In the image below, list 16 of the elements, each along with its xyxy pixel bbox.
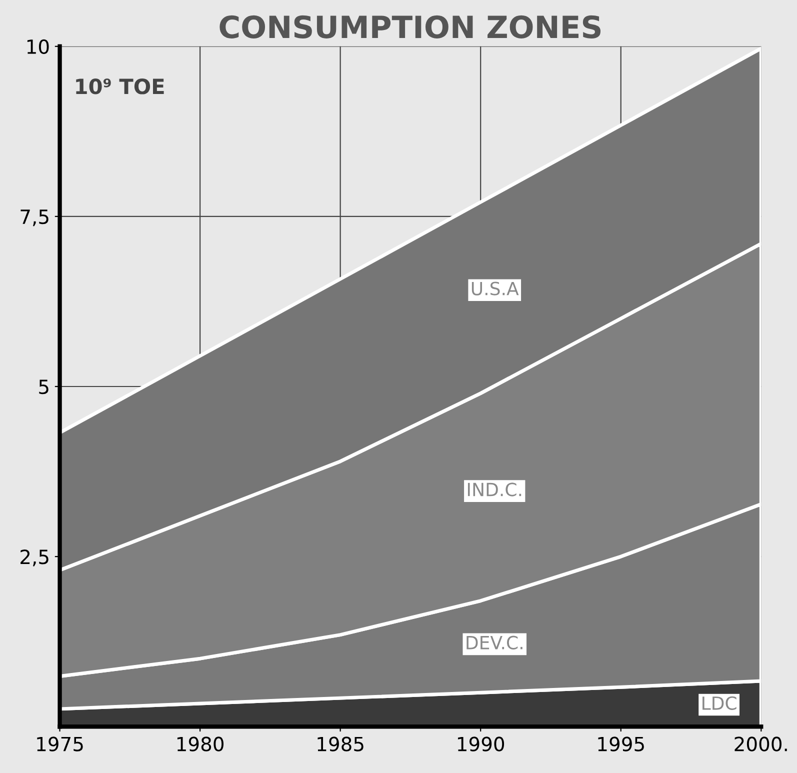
x-tick-label: 1975 (37, 736, 83, 752)
y-tick-label: 2,5 (20, 550, 48, 566)
y-tick-label: 10 (27, 39, 49, 54)
y-axis-title: 10⁹ TOE (76, 78, 164, 94)
series-label: IND.C. (468, 482, 522, 496)
x-tick-label: 1980 (177, 736, 224, 752)
x-tick-label: 1995 (598, 736, 644, 752)
x-tick-label: 1990 (458, 736, 504, 752)
series-label: U.S.A (472, 282, 519, 296)
x-tick-label: 1985 (318, 736, 364, 752)
y-tick-label: 7,5 (20, 210, 48, 226)
chart-title: CONSUMPTION ZONES (220, 15, 600, 38)
series-label: DEV.C. (466, 636, 522, 650)
y-tick-label: 5 (39, 380, 48, 394)
series-label: LDC (702, 696, 736, 710)
x-tick-label: 2000. (734, 736, 787, 752)
